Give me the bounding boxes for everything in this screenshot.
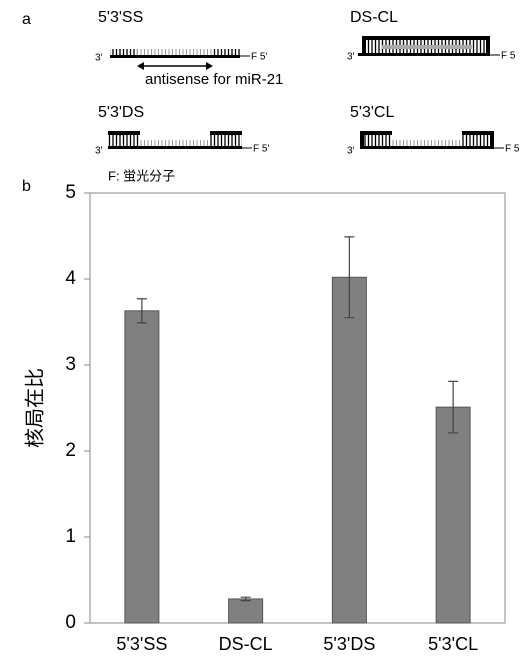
strand-end: 3′ xyxy=(347,146,355,157)
diagram-title: 5'3'DS xyxy=(98,104,144,121)
error-bar xyxy=(136,298,147,324)
diagram-ss: 3′ F 5′ antisense for miR-21 xyxy=(95,49,283,88)
y-tick-label: 5 xyxy=(65,182,76,203)
legend-note: F: 蛍光分子 xyxy=(108,168,175,183)
strand-end: F 5′ xyxy=(505,144,520,155)
strand-end: F 5′ xyxy=(253,144,269,155)
error-bar xyxy=(240,596,251,602)
diagram-title: DS-CL xyxy=(350,9,398,26)
x-tick-label: 5'3'CL xyxy=(428,634,478,654)
y-tick-label: 1 xyxy=(65,526,76,547)
panel-label: b xyxy=(22,178,31,195)
x-tick-label: 5'3'SS xyxy=(116,634,167,654)
x-tick-label: DS-CL xyxy=(219,634,273,654)
diagram-ds: 3′ F 5′ xyxy=(95,131,269,157)
strand-end: 3′ xyxy=(95,146,103,157)
panel-label: a xyxy=(22,11,31,28)
diagram-cl: 3′ F 5′ xyxy=(347,131,520,157)
error-bar xyxy=(344,236,355,319)
y-tick-label: 3 xyxy=(65,354,76,375)
bar xyxy=(228,598,264,624)
bar xyxy=(331,276,367,624)
diagram-title: 5'3'SS xyxy=(98,9,143,26)
strand-end: F 5′ xyxy=(251,52,267,63)
bar xyxy=(435,406,471,624)
y-tick-label: 2 xyxy=(65,440,76,461)
error-bar xyxy=(448,380,459,434)
diagram-title: 5'3'CL xyxy=(350,104,394,121)
strand-end: F 5 xyxy=(501,51,516,62)
bar xyxy=(124,310,160,624)
strand-end: 3′ xyxy=(95,53,103,64)
x-tick-label: 5'3'DS xyxy=(323,634,375,654)
plot-frame xyxy=(89,192,506,624)
y-tick-label: 4 xyxy=(65,268,76,289)
y-axis-label: 核局在比 xyxy=(23,368,46,448)
y-tick-label: 0 xyxy=(65,612,76,633)
diagram-ds-cl: 3′ F 5 xyxy=(347,36,516,63)
annotation: antisense for miR-21 xyxy=(145,71,283,88)
strand-end: 3′ xyxy=(347,52,355,63)
